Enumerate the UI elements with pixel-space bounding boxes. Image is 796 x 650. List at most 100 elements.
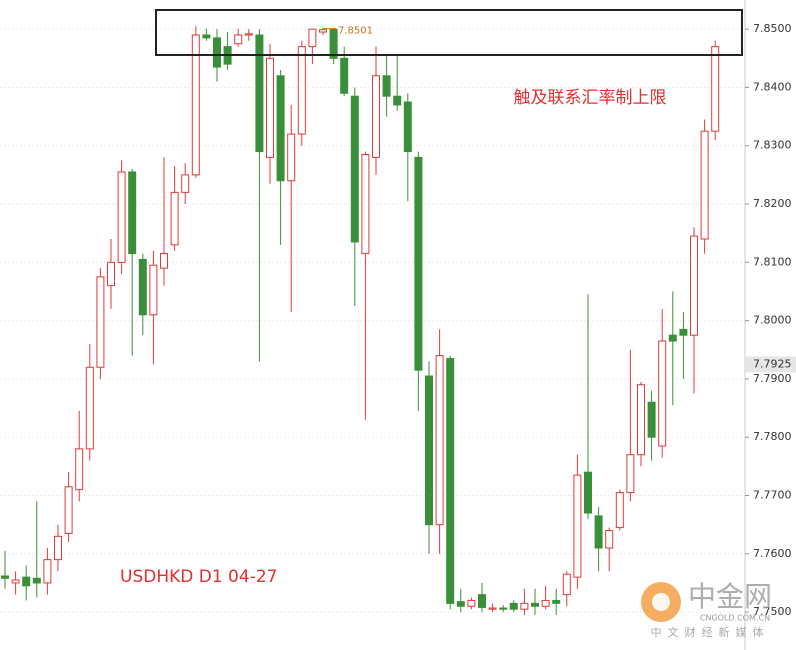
candle (54, 524, 62, 572)
candle-body (594, 515, 603, 549)
candle-body (202, 34, 211, 39)
candle (594, 507, 603, 572)
candle (478, 582, 486, 613)
candle-body (266, 57, 274, 158)
candle (456, 588, 465, 613)
candle-body (605, 529, 614, 549)
candle-body (446, 358, 455, 604)
y-tick-label: 7.8400 (753, 80, 792, 93)
candle-body (213, 37, 221, 68)
candle-body (329, 28, 338, 59)
candle-body (647, 401, 656, 438)
candle (96, 268, 105, 379)
y-tick-label: 7.8500 (753, 22, 792, 35)
candle-body (287, 133, 296, 182)
candle-body (584, 471, 592, 514)
candle-body (372, 75, 380, 158)
candle (191, 26, 200, 178)
y-tick-label: 7.7500 (753, 605, 792, 618)
candle-body (467, 599, 476, 607)
candle-body (700, 130, 709, 240)
candle (562, 571, 571, 607)
y-tick-label: 7.7600 (753, 547, 792, 560)
candle (266, 43, 274, 184)
candle (414, 151, 423, 411)
candle-body (181, 174, 190, 193)
candle-body (403, 101, 412, 153)
candle (85, 343, 94, 461)
candle-body (414, 156, 423, 371)
candle (488, 603, 497, 613)
candle-body (382, 75, 391, 97)
candle (329, 28, 338, 65)
candle-body (54, 535, 62, 561)
candle-body (562, 573, 571, 596)
y-tick-label: 7.8000 (753, 314, 792, 327)
candle (319, 28, 327, 35)
candle-body (361, 153, 370, 255)
y-tick-label: 7.8300 (753, 139, 792, 152)
candle (297, 40, 306, 146)
candle (138, 253, 147, 336)
y-tick-label: 7.7800 (753, 430, 792, 443)
candle (255, 29, 264, 362)
candle (573, 454, 582, 589)
candle (647, 390, 656, 461)
candle (520, 588, 529, 616)
candle-body (22, 576, 31, 587)
watermark: 中金网 CNGOLD.COM.CN 中文财经新媒体 (641, 580, 772, 639)
candle-body (170, 191, 179, 246)
candle (11, 571, 20, 595)
candle (637, 381, 645, 467)
candle (615, 489, 624, 531)
candle (1, 550, 9, 589)
candle (64, 472, 73, 543)
candle-body (1, 575, 9, 579)
candle (668, 291, 677, 406)
logo-inner (652, 593, 670, 611)
candle (276, 69, 285, 245)
candle-body (319, 29, 327, 33)
candle (107, 239, 115, 309)
candle (350, 87, 359, 307)
candle-body (541, 599, 550, 607)
candle-body (32, 577, 41, 584)
candle-body (637, 384, 645, 456)
high-marker-label: 7.8501 (338, 26, 373, 37)
candle-body (658, 340, 667, 447)
candle-body (520, 602, 529, 610)
candle-body (531, 602, 539, 607)
candle (446, 355, 455, 610)
candle (22, 565, 31, 601)
candle-body (509, 602, 518, 610)
candle (435, 329, 444, 554)
last-price-label: 7.7925 (753, 357, 792, 370)
candle-body (138, 258, 147, 316)
candle-body (96, 276, 105, 368)
candle (658, 308, 667, 458)
y-tick-label: 7.7700 (753, 489, 792, 502)
candle-body (668, 334, 677, 342)
candle (700, 119, 709, 254)
candle-body (117, 171, 126, 263)
candle-body (234, 34, 243, 45)
candle-body (85, 366, 94, 450)
candle (128, 169, 137, 356)
candle (425, 361, 433, 554)
symbol-label: USDHKD D1 04-27 (120, 567, 277, 587)
candle-body (626, 454, 635, 494)
candle (372, 46, 380, 175)
candle (509, 600, 518, 613)
watermark-site: CNGOLD.COM.CN (700, 614, 770, 623)
candle-body (149, 264, 158, 316)
candle (531, 588, 539, 616)
candle-body (552, 599, 561, 604)
candle (181, 163, 190, 205)
candle-body (75, 448, 84, 491)
candle (244, 29, 253, 41)
candle-body (499, 607, 508, 610)
candle-body (43, 559, 52, 584)
candle (202, 28, 211, 41)
candle-body (64, 486, 73, 534)
